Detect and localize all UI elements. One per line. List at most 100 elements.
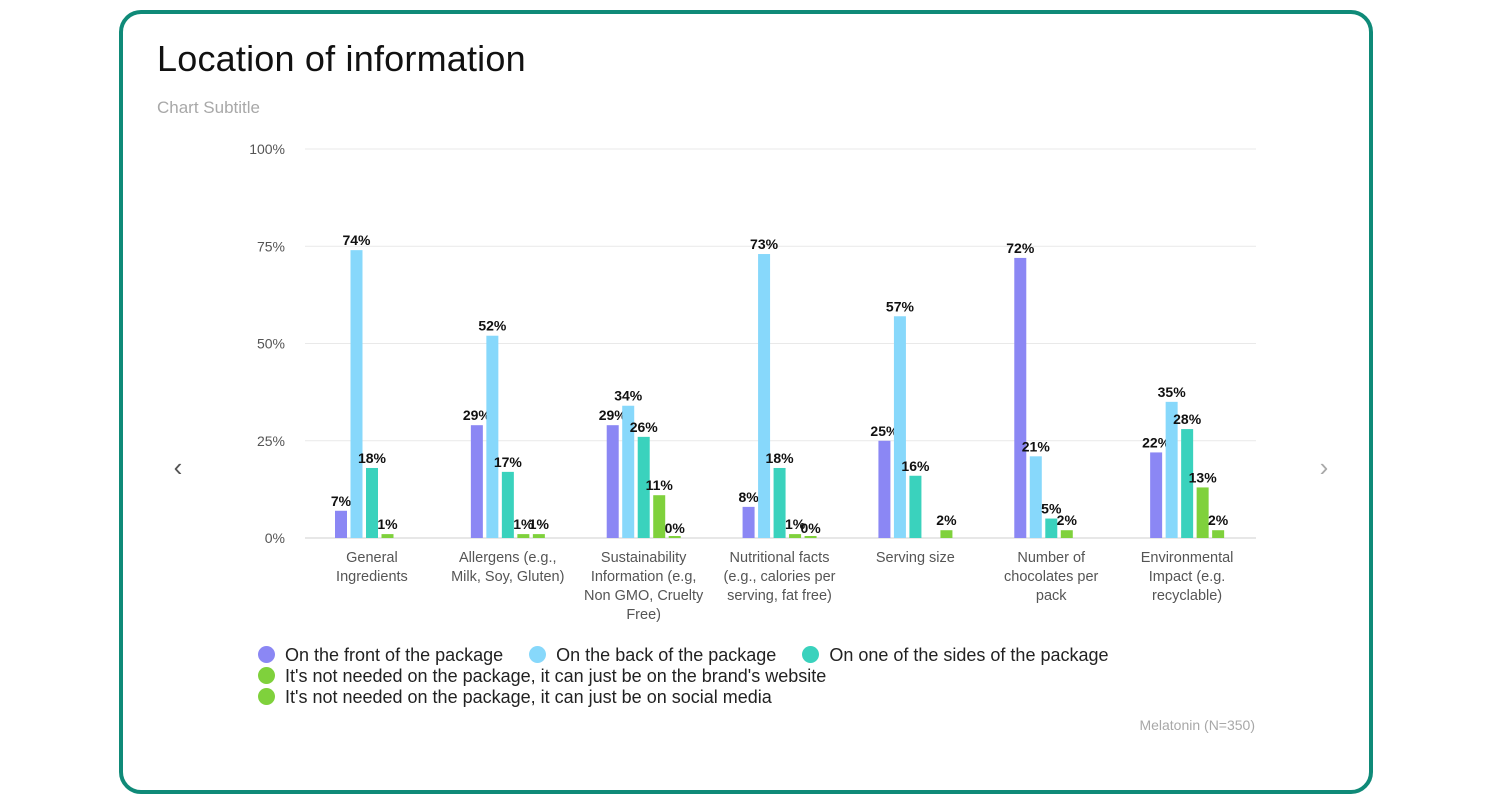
data-label: 13% bbox=[1189, 469, 1218, 485]
legend-row: It's not needed on the package, it can j… bbox=[258, 666, 1218, 687]
legend-row: On the front of the package On the back o… bbox=[258, 645, 1218, 666]
x-tick-label: pack bbox=[1036, 588, 1067, 604]
legend-swatch bbox=[529, 646, 547, 663]
bar bbox=[1196, 487, 1209, 538]
bar bbox=[758, 254, 771, 538]
data-label: 72% bbox=[1006, 240, 1035, 256]
bar bbox=[517, 534, 530, 538]
x-tick-label: Serving size bbox=[876, 550, 955, 566]
y-tick-label: 25% bbox=[257, 433, 285, 449]
bar bbox=[532, 534, 545, 538]
data-label: 74% bbox=[342, 232, 371, 248]
x-tick-label: Free) bbox=[626, 607, 661, 623]
legend-label: On one of the sides of the package bbox=[829, 645, 1109, 665]
bar bbox=[893, 316, 906, 538]
data-label: 2% bbox=[1208, 512, 1229, 528]
legend-item[interactable]: On one of the sides of the package bbox=[802, 645, 1109, 666]
bar bbox=[1181, 429, 1194, 538]
previous-chart-chevron-icon[interactable]: ‹ bbox=[173, 452, 183, 482]
y-tick-label: 0% bbox=[265, 530, 285, 546]
bar bbox=[381, 534, 394, 538]
x-tick-label: General bbox=[346, 550, 398, 566]
x-tick-label: serving, fat free) bbox=[727, 588, 832, 604]
bar bbox=[1165, 401, 1178, 538]
legend-swatch bbox=[258, 667, 275, 684]
legend-label: It's not needed on the package, it can j… bbox=[285, 666, 827, 686]
data-label: 35% bbox=[1158, 384, 1187, 400]
legend-item[interactable]: It's not needed on the package, it can j… bbox=[258, 687, 772, 708]
x-tick-label: Milk, Soy, Gluten) bbox=[451, 569, 564, 585]
legend-swatch bbox=[802, 646, 820, 663]
data-label: 22% bbox=[1142, 434, 1171, 450]
data-label: 2% bbox=[1057, 512, 1078, 528]
bar bbox=[1029, 456, 1042, 538]
x-tick-label: Environmental bbox=[1141, 550, 1234, 566]
bar bbox=[1060, 530, 1073, 538]
legend-item[interactable]: On the back of the package bbox=[529, 645, 776, 666]
x-tick-label: Information (e.g, bbox=[591, 569, 697, 585]
bar bbox=[909, 475, 922, 538]
bar bbox=[742, 506, 755, 538]
data-label: 29% bbox=[599, 407, 628, 423]
y-tick-label: 50% bbox=[257, 336, 285, 352]
x-tick-label: Nutritional facts bbox=[730, 550, 830, 566]
data-label: 28% bbox=[1173, 411, 1202, 427]
data-label: 1% bbox=[513, 516, 534, 532]
data-label: 1% bbox=[785, 516, 806, 532]
x-tick-label: Allergens (e.g., bbox=[459, 550, 557, 566]
bar bbox=[606, 425, 619, 538]
data-label: 7% bbox=[331, 493, 352, 509]
bar bbox=[470, 425, 483, 538]
data-label: 1% bbox=[377, 516, 398, 532]
data-label: 8% bbox=[738, 489, 759, 505]
legend-item[interactable]: On the front of the package bbox=[258, 645, 503, 666]
bar bbox=[653, 495, 666, 538]
bar bbox=[1014, 257, 1027, 538]
bar bbox=[804, 536, 817, 538]
bar bbox=[1150, 452, 1163, 538]
legend-label: It's not needed on the package, it can j… bbox=[285, 687, 772, 707]
legend: On the front of the package On the back o… bbox=[258, 645, 1218, 708]
chart-footnote: Melatonin (N=350) bbox=[1139, 717, 1255, 733]
data-label: 26% bbox=[630, 419, 659, 435]
data-label: 5% bbox=[1041, 501, 1062, 517]
chart-card bbox=[119, 10, 1373, 794]
legend-label: On the back of the package bbox=[556, 645, 777, 665]
x-tick-label: (e.g., calories per bbox=[723, 569, 835, 585]
data-label: 18% bbox=[358, 450, 387, 466]
chart-title: Location of information bbox=[157, 38, 526, 79]
data-label: 25% bbox=[870, 423, 899, 439]
legend-swatch bbox=[258, 688, 275, 705]
bar bbox=[789, 534, 802, 538]
x-tick-label: Sustainability bbox=[601, 550, 687, 566]
chart-subtitle: Chart Subtitle bbox=[157, 98, 260, 117]
data-label: 2% bbox=[936, 512, 957, 528]
bar bbox=[637, 436, 650, 538]
x-tick-label: recyclable) bbox=[1152, 588, 1222, 604]
x-tick-label: Number of bbox=[1017, 550, 1086, 566]
next-chart-chevron-icon[interactable]: › bbox=[1319, 452, 1329, 482]
y-tick-label: 100% bbox=[249, 141, 285, 157]
x-tick-label: chocolates per bbox=[1004, 569, 1098, 585]
data-label: 57% bbox=[886, 298, 915, 314]
data-label: 29% bbox=[463, 407, 492, 423]
legend-item[interactable]: It's not needed on the package, it can j… bbox=[258, 666, 826, 687]
legend-row: It's not needed on the package, it can j… bbox=[258, 687, 1218, 708]
x-tick-label: Ingredients bbox=[336, 569, 408, 585]
data-label: 18% bbox=[766, 450, 795, 466]
data-label: 21% bbox=[1022, 438, 1051, 454]
bar bbox=[1212, 530, 1225, 538]
legend-swatch bbox=[258, 646, 275, 663]
bar bbox=[335, 510, 347, 538]
data-label: 16% bbox=[901, 458, 930, 474]
data-label: 52% bbox=[478, 318, 507, 334]
bar bbox=[940, 530, 953, 538]
bar bbox=[501, 471, 514, 538]
data-label: 11% bbox=[646, 477, 674, 493]
bar bbox=[668, 536, 681, 538]
x-tick-label: Non GMO, Cruelty bbox=[584, 588, 704, 604]
bar bbox=[878, 440, 891, 538]
bar bbox=[350, 250, 363, 538]
data-label: 73% bbox=[750, 236, 779, 252]
